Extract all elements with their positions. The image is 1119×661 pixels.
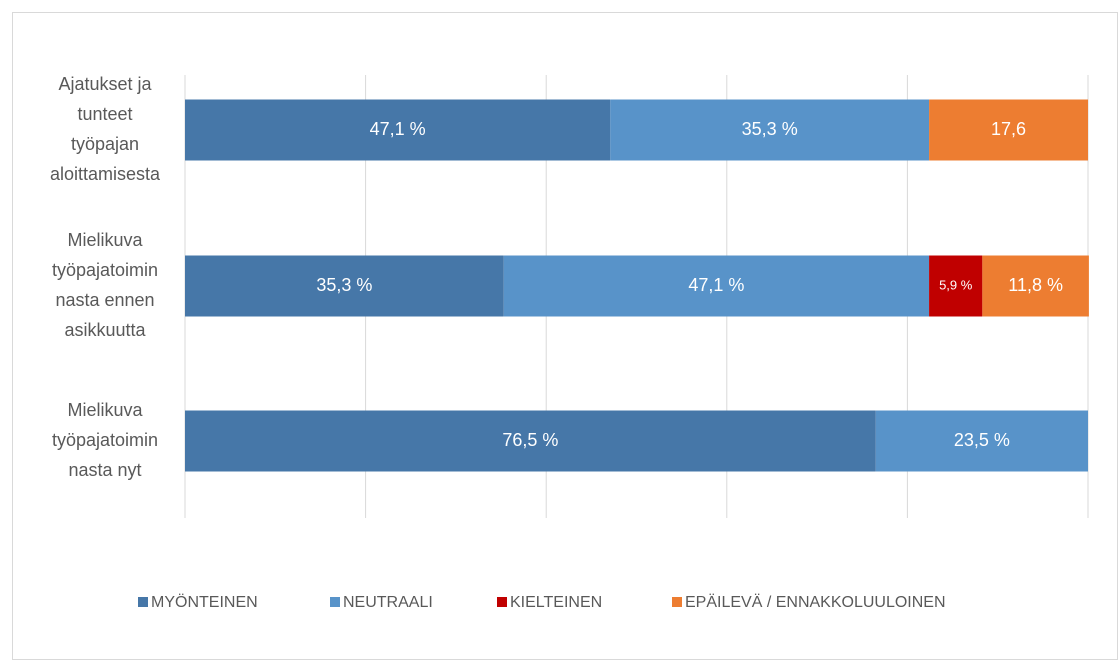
- legend-swatch: [330, 597, 340, 607]
- category-label: nasta ennen: [55, 290, 154, 310]
- category-label: asikkuutta: [64, 320, 146, 340]
- bar-segment: [185, 410, 876, 472]
- data-label: 47,1 %: [688, 275, 744, 295]
- legend-swatch: [497, 597, 507, 607]
- bar-segment: [875, 410, 1088, 472]
- data-label: 35,3 %: [742, 119, 798, 139]
- category-label: työpajatoimin: [52, 430, 158, 450]
- data-label: 5,9 %: [939, 277, 973, 292]
- bar-segment: [610, 99, 930, 161]
- data-label: 35,3 %: [316, 275, 372, 295]
- bar-segment: [185, 99, 611, 161]
- bar-segment: [185, 255, 504, 317]
- data-label: 76,5 %: [502, 430, 558, 450]
- legend-label: NEUTRAALI: [343, 594, 433, 611]
- category-label: aloittamisesta: [50, 164, 161, 184]
- bar-segment: [982, 255, 1089, 317]
- category-label: Ajatukset ja: [58, 74, 152, 94]
- bar-segment: [929, 255, 983, 317]
- category-label: nasta nyt: [68, 460, 141, 480]
- legend-label: EPÄILEVÄ / ENNAKKOLUULOINEN: [685, 593, 946, 611]
- category-label: Mielikuva: [67, 400, 143, 420]
- legend-label: MYÖNTEINEN: [151, 593, 258, 611]
- category-label: Mielikuva: [67, 230, 143, 250]
- data-label: 23,5 %: [954, 430, 1010, 450]
- legend-swatch: [138, 597, 148, 607]
- bar-segment: [929, 99, 1088, 161]
- category-label: tunteet: [77, 104, 132, 124]
- data-label: 17,6: [991, 119, 1026, 139]
- data-label: 47,1 %: [370, 119, 426, 139]
- legend-label: KIELTEINEN: [510, 594, 602, 611]
- bar-segment: [503, 255, 930, 317]
- legend-swatch: [672, 597, 682, 607]
- category-label: työpajan: [71, 134, 139, 154]
- category-label: työpajatoimin: [52, 260, 158, 280]
- data-label: 11,8 %: [1008, 275, 1063, 295]
